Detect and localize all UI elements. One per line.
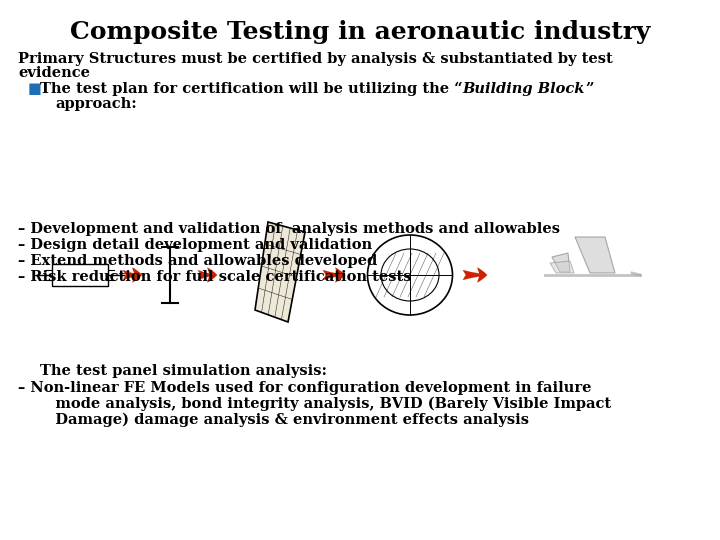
Text: evidence: evidence [18,66,90,80]
Text: – Non-linear FE Models used for configuration development in failure: – Non-linear FE Models used for configur… [18,381,592,395]
Text: – Extend methods and allowables developed: – Extend methods and allowables develope… [18,254,377,268]
Text: The test plan for certification will be utilizing the “: The test plan for certification will be … [40,82,463,96]
Text: Composite Testing in aeronautic industry: Composite Testing in aeronautic industry [70,20,650,44]
Text: Building Block: Building Block [463,82,585,96]
Text: – Risk reduction for full scale certification tests: – Risk reduction for full scale certific… [18,270,412,284]
Polygon shape [552,253,570,272]
Polygon shape [550,261,574,273]
Text: – Development and validation of  analysis methods and allowables: – Development and validation of analysis… [18,222,560,236]
Ellipse shape [381,249,439,301]
Ellipse shape [367,235,452,315]
Text: ■: ■ [28,82,42,96]
FancyBboxPatch shape [53,264,107,286]
Text: – Design detail development and validation: – Design detail development and validati… [18,238,372,252]
Text: Damage) damage analysis & environment effects analysis: Damage) damage analysis & environment ef… [40,413,529,427]
Text: approach:: approach: [55,97,137,111]
Text: Primary Structures must be certified by analysis & substantiated by test: Primary Structures must be certified by … [18,52,613,66]
Polygon shape [255,222,305,322]
Text: mode analysis, bond integrity analysis, BVID (Barely Visible Impact: mode analysis, bond integrity analysis, … [40,397,611,411]
Text: ”: ” [585,82,593,96]
Polygon shape [575,237,615,273]
Text: The test panel simulation analysis:: The test panel simulation analysis: [40,364,327,378]
